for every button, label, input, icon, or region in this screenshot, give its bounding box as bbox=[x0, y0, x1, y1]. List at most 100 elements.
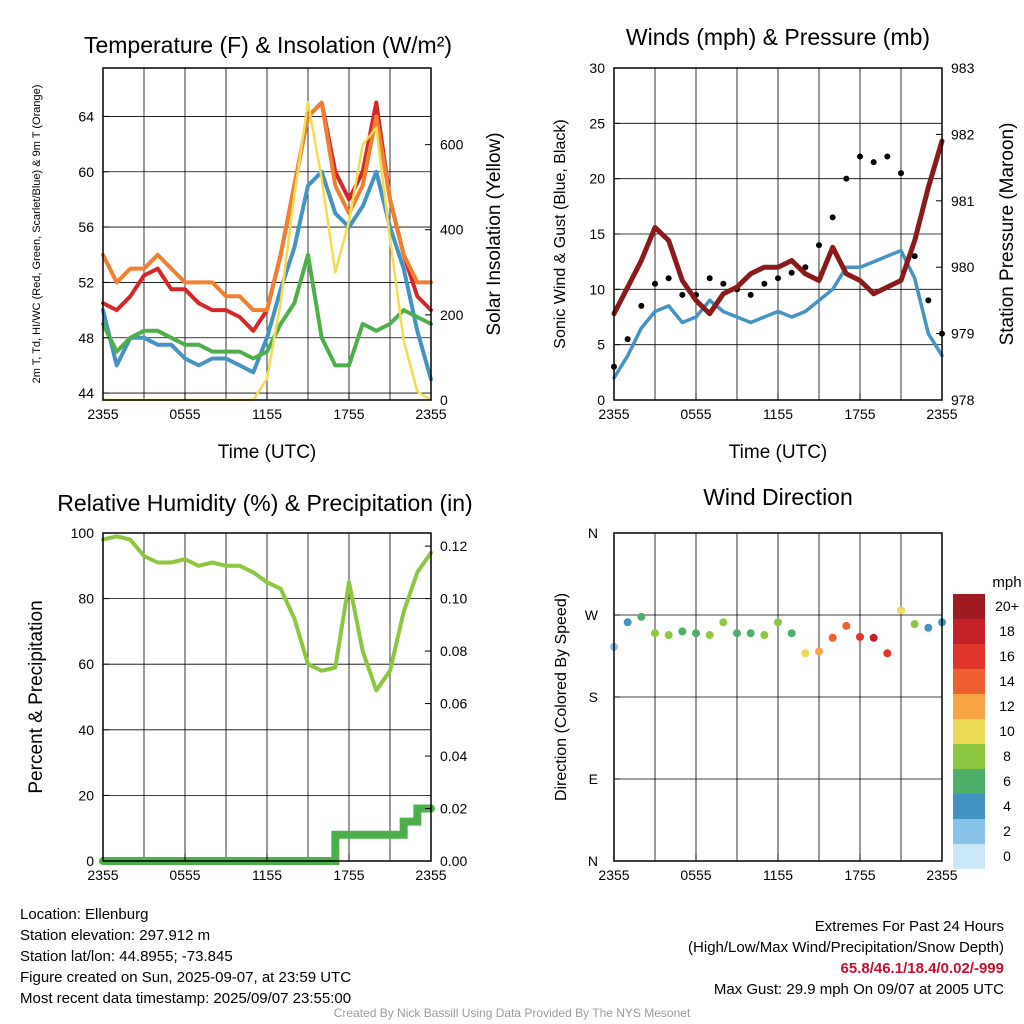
direction-tick-label: N bbox=[588, 525, 598, 541]
colorbar-swatch bbox=[953, 694, 985, 719]
y-tick-label-left: 60 bbox=[78, 164, 94, 180]
direction-point bbox=[746, 629, 755, 638]
colorbar-label: 20+ bbox=[995, 598, 1019, 614]
y-tick-label-left: 44 bbox=[78, 385, 94, 401]
colorbar-label: 6 bbox=[1003, 773, 1011, 789]
y-tick-label-right: 400 bbox=[440, 222, 464, 238]
colorbar-swatch bbox=[953, 594, 985, 619]
humidity-title: Relative Humidity (%) & Precipitation (i… bbox=[57, 490, 472, 516]
gust-point bbox=[911, 253, 918, 260]
y-tick-label-left: 64 bbox=[78, 108, 94, 124]
x-tick-label: 1755 bbox=[333, 406, 364, 422]
colorbar-swatch bbox=[953, 644, 985, 669]
wind-direction-panel: Wind Direction 2355 0555 1155 1755 2355NESWN… bbox=[553, 484, 1022, 883]
x-tick-label: 1155 bbox=[252, 867, 282, 883]
direction-point bbox=[815, 647, 823, 656]
recent-data-text: Most recent data timestamp: 2025/09/07 2… bbox=[20, 990, 352, 1007]
y-tick-label-right: 979 bbox=[951, 326, 975, 342]
gust-point bbox=[802, 264, 809, 271]
x-tick-label: 2355 bbox=[87, 406, 118, 422]
y-tick-label-left: 80 bbox=[78, 591, 94, 607]
y-tick-label-right: 0.06 bbox=[440, 696, 467, 712]
colorbar-swatch bbox=[953, 719, 985, 744]
gust-point bbox=[652, 280, 658, 287]
y-tick-label-right: 982 bbox=[951, 126, 975, 142]
x-tick-label: 0555 bbox=[680, 406, 711, 422]
gust-point bbox=[898, 170, 904, 177]
colorbar-label: 4 bbox=[1003, 798, 1011, 814]
colorbar-swatch bbox=[953, 619, 985, 644]
y-tick-label-left: 25 bbox=[589, 115, 605, 131]
direction-point bbox=[856, 632, 864, 641]
x-tick-label: 0555 bbox=[680, 867, 711, 883]
y-tick-label-left: 56 bbox=[78, 219, 94, 235]
colorbar-swatch bbox=[953, 794, 985, 819]
extremes-values: 65.8/46.1/18.4/0.02/-999 bbox=[840, 960, 1004, 977]
y-tick-label-right: 983 bbox=[951, 60, 975, 76]
direction-point bbox=[787, 629, 796, 638]
direction-point bbox=[719, 618, 728, 627]
y-tick-label-right: 980 bbox=[951, 259, 975, 275]
location-text: Location: Ellenburg bbox=[20, 906, 149, 923]
direction-point bbox=[828, 633, 837, 642]
temperature-series-line-3 bbox=[101, 252, 433, 368]
y-tick-label-left: 30 bbox=[589, 60, 605, 76]
x-tick-label: 2355 bbox=[598, 406, 629, 422]
extremes-info: Extremes For Past 24 Hours (High/Low/Max… bbox=[688, 916, 1004, 1000]
extremes-subtitle: (High/Low/Max Wind/Precipitation/Snow De… bbox=[688, 939, 1004, 956]
direction-point bbox=[869, 633, 878, 642]
gust-point bbox=[720, 280, 727, 287]
direction-point bbox=[623, 618, 632, 627]
humidity-panel: Relative Humidity (%) & Precipitation (i… bbox=[26, 490, 473, 883]
colorbar-label: 16 bbox=[999, 648, 1015, 664]
colorbar-swatch bbox=[953, 669, 985, 694]
direction-tick-label: S bbox=[589, 689, 598, 705]
winds-series-line-2 bbox=[611, 138, 945, 317]
colorbar-swatch bbox=[953, 769, 985, 794]
y-tick-label-left: 20 bbox=[589, 171, 605, 187]
y-tick-label-left: 5 bbox=[597, 337, 605, 353]
y-tick-label-left: 20 bbox=[78, 787, 94, 803]
temperature-title: Temperature (F) & Insolation (W/m²) bbox=[84, 32, 452, 58]
colorbar-label: 12 bbox=[999, 698, 1015, 714]
direction-point bbox=[801, 649, 810, 658]
gust-point bbox=[925, 297, 932, 304]
temperature-xlabel: Time (UTC) bbox=[218, 442, 317, 463]
gust-point bbox=[870, 159, 877, 166]
direction-tick-label: N bbox=[588, 853, 598, 869]
winds-xlabel: Time (UTC) bbox=[729, 442, 828, 463]
winds-panel: Winds (mph) & Pressure (mb) 2355 0555 1155… bbox=[552, 24, 1018, 463]
colorbar-swatch bbox=[953, 819, 985, 844]
colorbar-label: 8 bbox=[1003, 748, 1011, 764]
x-tick-label: 1755 bbox=[333, 867, 364, 883]
gust-point bbox=[624, 336, 631, 343]
gust-point bbox=[884, 153, 891, 160]
direction-point bbox=[733, 629, 741, 638]
x-tick-label: 1155 bbox=[763, 867, 793, 883]
y-tick-label-right: 0.00 bbox=[440, 853, 467, 869]
y-tick-label-left: 48 bbox=[78, 330, 94, 346]
x-tick-label: 2355 bbox=[926, 867, 957, 883]
colorbar-label: 0 bbox=[1003, 848, 1011, 864]
direction-point bbox=[692, 629, 700, 638]
gust-point bbox=[775, 275, 781, 282]
wind-direction-title: Wind Direction bbox=[703, 484, 853, 510]
elevation-text: Station elevation: 297.912 m bbox=[20, 927, 211, 944]
direction-point bbox=[883, 649, 892, 658]
direction-tick-label: E bbox=[589, 771, 598, 787]
y-tick-label-left: 10 bbox=[589, 281, 605, 297]
y-tick-label-right: 981 bbox=[951, 193, 975, 209]
direction-point bbox=[897, 606, 905, 615]
y-tick-label-left: 100 bbox=[71, 525, 95, 541]
winds-ylabel-left: Sonic Wind & Gust (Blue, Black) bbox=[552, 119, 569, 348]
temperature-series-line-1 bbox=[101, 100, 433, 313]
colorbar-label: 2 bbox=[1003, 823, 1011, 839]
x-tick-label: 2355 bbox=[598, 867, 629, 883]
y-tick-label-right: 0 bbox=[440, 392, 448, 408]
x-tick-label: 1155 bbox=[252, 406, 282, 422]
winds-ylabel-right: Station Pressure (Maroon) bbox=[997, 123, 1018, 346]
temperature-panel: Temperature (F) & Insolation (W/m²) 2355… bbox=[31, 32, 505, 463]
y-tick-label-left: 40 bbox=[78, 722, 94, 738]
y-tick-label-right: 0.04 bbox=[440, 748, 467, 764]
